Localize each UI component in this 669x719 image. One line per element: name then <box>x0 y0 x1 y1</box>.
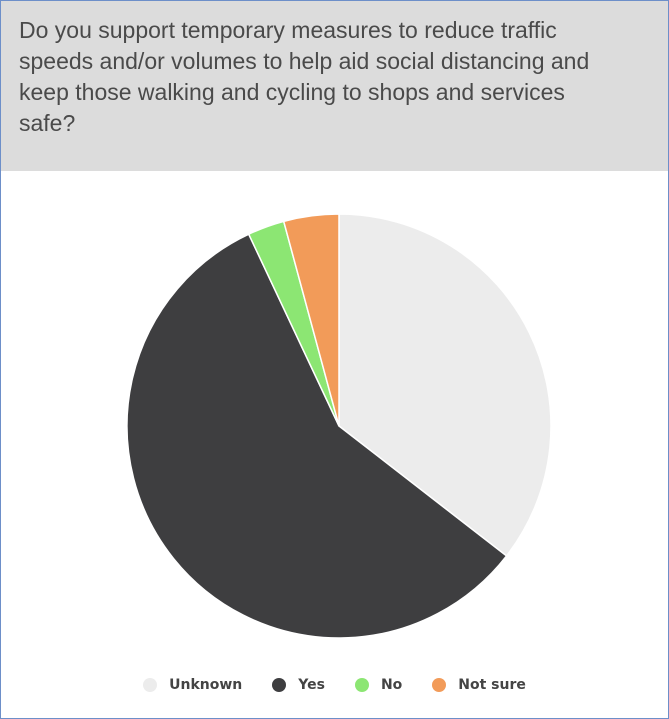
legend-swatch-yes <box>272 678 287 692</box>
legend-swatch-no <box>354 678 369 692</box>
legend-label-yes: Yes <box>298 677 325 693</box>
chart-legend: Unknown Yes No Not sure <box>1 677 668 693</box>
legend-label-unknown: Unknown <box>169 677 243 693</box>
question-line-4: safe? <box>19 110 76 136</box>
legend-label-no: No <box>380 677 403 693</box>
legend-swatch-not-sure <box>432 678 447 692</box>
question-line-1: Do you support temporary measures to red… <box>19 17 557 43</box>
legend-label-not-sure: Not sure <box>458 677 526 693</box>
pie-slice-yes[interactable] <box>126 233 508 639</box>
pie-slice-not-sure[interactable] <box>282 213 340 427</box>
legend-item-no[interactable]: No <box>354 677 403 693</box>
question-line-3: keep those walking and cycling to shops … <box>19 79 565 105</box>
legend-swatch-unknown <box>143 678 158 692</box>
legend-item-not-sure[interactable]: Not sure <box>432 677 526 693</box>
legend-item-unknown[interactable]: Unknown <box>143 677 242 693</box>
question-header: Do you support temporary measures to red… <box>1 1 668 171</box>
legend-item-yes[interactable]: Yes <box>272 677 325 693</box>
question-line-2: speeds and/or volumes to help aid social… <box>19 48 590 74</box>
pie-slice-unknown[interactable] <box>338 213 552 557</box>
